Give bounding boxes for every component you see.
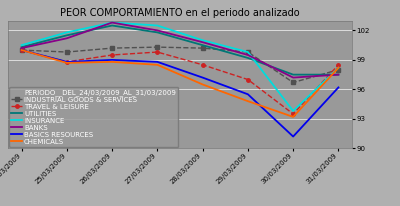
INDUSTRIAL GOODS & SERVICES — [246, 51, 250, 53]
Title: PEOR COMPORTAMIENTO en el periodo analizado: PEOR COMPORTAMIENTO en el periodo analiz… — [60, 8, 300, 18]
CHEMICALS — [155, 64, 160, 66]
TRAVEL & LEISURE — [19, 49, 24, 51]
Line: BANKS: BANKS — [22, 23, 338, 78]
BASICS RESOURCES — [336, 86, 341, 89]
INSURANCE — [110, 21, 114, 24]
INDUSTRIAL GOODS & SERVICES — [64, 51, 69, 53]
CHEMICALS — [291, 116, 296, 118]
TRAVEL & LEISURE — [291, 113, 296, 115]
BANKS — [64, 37, 69, 40]
TRAVEL & LEISURE — [110, 54, 114, 56]
BASICS RESOURCES — [110, 59, 114, 61]
INDUSTRIAL GOODS & SERVICES — [291, 81, 296, 84]
INSURANCE — [155, 24, 160, 27]
BASICS RESOURCES — [64, 61, 69, 63]
BANKS — [246, 54, 250, 56]
CHEMICALS — [200, 83, 205, 86]
Line: CHEMICALS: CHEMICALS — [22, 50, 338, 117]
CHEMICALS — [110, 61, 114, 63]
Legend: PERIODO__DEL_24/03/2009_AL_31/03/2009, INDUSTRIAL GOODS & SERVICES, TRAVEL & LEI: PERIODO__DEL_24/03/2009_AL_31/03/2009, I… — [9, 87, 178, 147]
Line: BASICS RESOURCES: BASICS RESOURCES — [22, 50, 338, 137]
UTILITIES — [19, 46, 24, 48]
BASICS RESOURCES — [155, 61, 160, 63]
INDUSTRIAL GOODS & SERVICES — [155, 46, 160, 48]
BANKS — [291, 76, 296, 79]
TRAVEL & LEISURE — [155, 51, 160, 53]
CHEMICALS — [64, 62, 69, 64]
BASICS RESOURCES — [291, 135, 296, 138]
TRAVEL & LEISURE — [336, 64, 341, 66]
UTILITIES — [336, 73, 341, 76]
BANKS — [200, 41, 205, 43]
UTILITIES — [246, 57, 250, 59]
INSURANCE — [246, 51, 250, 53]
CHEMICALS — [19, 49, 24, 51]
BASICS RESOURCES — [19, 49, 24, 51]
Line: INDUSTRIAL GOODS & SERVICES: INDUSTRIAL GOODS & SERVICES — [20, 45, 340, 84]
INDUSTRIAL GOODS & SERVICES — [110, 47, 114, 49]
BASICS RESOURCES — [200, 76, 205, 79]
CHEMICALS — [246, 100, 250, 102]
BANKS — [110, 21, 114, 24]
INSURANCE — [291, 110, 296, 112]
TRAVEL & LEISURE — [64, 61, 69, 63]
BANKS — [336, 73, 341, 76]
Line: UTILITIES: UTILITIES — [22, 26, 338, 75]
CHEMICALS — [336, 67, 341, 69]
UTILITIES — [200, 44, 205, 46]
UTILITIES — [155, 31, 160, 34]
INSURANCE — [336, 67, 341, 69]
UTILITIES — [64, 34, 69, 37]
INDUSTRIAL GOODS & SERVICES — [200, 47, 205, 49]
INSURANCE — [64, 31, 69, 34]
UTILITIES — [110, 24, 114, 27]
Line: TRAVEL & LEISURE: TRAVEL & LEISURE — [20, 48, 340, 116]
BANKS — [19, 47, 24, 49]
BANKS — [155, 29, 160, 32]
TRAVEL & LEISURE — [200, 64, 205, 66]
INDUSTRIAL GOODS & SERVICES — [19, 49, 24, 51]
INSURANCE — [200, 39, 205, 41]
UTILITIES — [291, 73, 296, 76]
TRAVEL & LEISURE — [246, 78, 250, 81]
BASICS RESOURCES — [246, 93, 250, 96]
Line: INSURANCE: INSURANCE — [22, 23, 338, 111]
INSURANCE — [19, 44, 24, 46]
INDUSTRIAL GOODS & SERVICES — [336, 68, 341, 71]
